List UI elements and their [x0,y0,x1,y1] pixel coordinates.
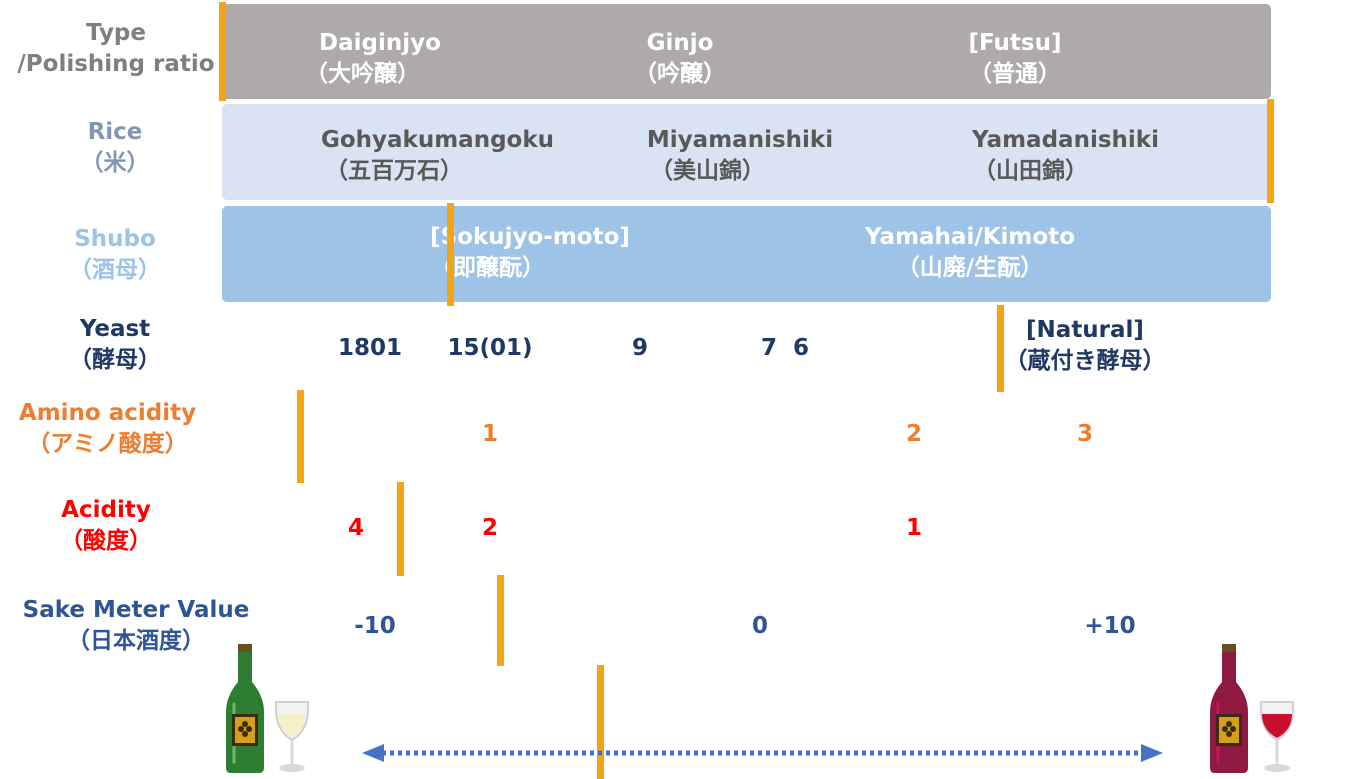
white-wine-glass-icon [274,701,310,772]
type-item-ginjo: Ginjo （吟醸） [634,30,726,87]
type-item-daiginjyo: Daiginjyo （大吟醸） [305,30,441,87]
amino-acidity-row-label: Amino acidity （アミノ酸度） [18,400,197,457]
acidity-row-label: Acidity （酸度） [60,497,152,554]
yeast-item-natural: [Natural] （蔵付き酵母） [1004,317,1166,374]
rice-marker [1267,99,1274,203]
type-marker [219,2,226,101]
rice-item-yamadanishiki: Yamadanishiki （山田錦） [972,127,1159,184]
sake-meter-value-row-label: Sake Meter Value （日本酒度） [22,597,250,654]
yeast-item-7-6: 7 6 [760,335,810,361]
amino-item-2: 2 [905,421,922,447]
rice-row-label: Rice （米） [80,119,150,176]
yeast-item-1801: 1801 [337,335,402,361]
yeast-item-1501: 15(01) [447,335,533,361]
acidity-item-2: 2 [481,515,498,541]
acidity-item-1: 1 [905,515,922,541]
amino-acidity-marker [297,390,304,483]
double-headed-arrow [362,744,1163,762]
rice-band [222,104,1271,200]
shubo-item-yamahai-kimoto: Yamahai/Kimoto （山廃/生酛） [865,224,1075,281]
type-band [222,4,1271,99]
wine-scale-marker [597,665,604,779]
smv-item-plus10: +10 [1084,613,1136,639]
type-item-futsu: [Futsu] （普通） [968,30,1062,87]
acidity-marker [397,482,404,576]
red-wine-glass-icon [1259,701,1295,772]
shubo-marker [447,203,454,306]
smv-item-0: 0 [751,613,768,639]
shubo-item-sokujyo-moto: [Sokujyo-moto] （即醸酛） [430,224,630,281]
acidity-item-4: 4 [347,515,364,541]
shubo-band [222,206,1271,302]
amino-item-1: 1 [481,421,498,447]
smv-item-minus10: -10 [354,613,396,639]
yeast-row-label: Yeast （酵母） [69,316,161,373]
rice-item-miyamanishiki: Miyamanishiki （美山錦） [646,127,834,184]
rice-item-gohyakumangoku: Gohyakumangoku （五百万石） [320,127,555,184]
red-wine-bottle-icon [1210,644,1248,773]
yeast-item-9: 9 [631,335,648,361]
shubo-row-label: Shubo （酒母） [69,226,161,283]
white-wine-bottle-icon [226,644,264,773]
type-row-label: Type/Polishing ratio [17,20,215,77]
sake-meter-value-marker [497,575,504,666]
yeast-marker [997,305,1004,392]
amino-item-3: 3 [1076,421,1093,447]
